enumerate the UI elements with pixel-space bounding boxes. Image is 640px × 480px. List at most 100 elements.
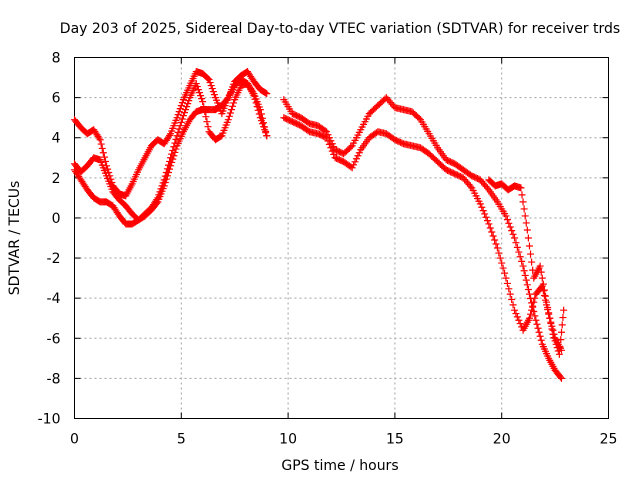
data-point <box>354 152 362 160</box>
data-point <box>556 373 564 381</box>
data-point <box>476 200 484 208</box>
data-point <box>201 108 209 116</box>
x-tick-label: 15 <box>386 432 404 448</box>
series-track-a <box>71 68 271 200</box>
x-tick-label: 10 <box>279 432 297 448</box>
data-point <box>227 106 235 114</box>
x-tick-labels: 0 5 10 15 20 25 <box>70 432 617 448</box>
data-point <box>250 92 258 100</box>
data-point <box>537 336 545 344</box>
data-point <box>159 179 167 187</box>
data-point <box>208 85 216 93</box>
data-point <box>551 337 559 345</box>
data-point <box>321 127 329 135</box>
data-point <box>558 328 566 336</box>
data-point <box>160 176 168 184</box>
data-point <box>509 230 517 238</box>
data-point <box>528 258 536 266</box>
data-point <box>478 203 486 211</box>
data-point <box>170 143 178 151</box>
data-point <box>415 114 423 122</box>
data-point <box>177 118 185 126</box>
data-point <box>100 153 108 161</box>
data-point <box>330 150 338 158</box>
data-point <box>539 280 547 288</box>
data-point <box>99 149 107 157</box>
grid <box>74 57 609 419</box>
data-point <box>512 239 520 247</box>
data-point <box>263 132 271 140</box>
data-points <box>71 68 568 382</box>
data-point <box>466 182 474 190</box>
data-point <box>230 99 238 107</box>
data-point <box>545 309 553 317</box>
data-point <box>499 264 507 272</box>
data-point <box>348 164 356 172</box>
data-point <box>502 274 510 282</box>
data-point <box>163 165 171 173</box>
data-point <box>176 105 184 113</box>
data-point <box>558 374 566 382</box>
data-point <box>166 157 174 165</box>
data-point <box>535 328 543 336</box>
data-point <box>172 135 180 143</box>
x-tick-label: 25 <box>600 432 618 448</box>
data-point <box>511 306 519 314</box>
data-point <box>544 304 552 312</box>
data-point <box>520 267 528 275</box>
x-axis-label: GPS time / hours <box>281 458 398 474</box>
data-point <box>184 100 192 108</box>
data-point <box>258 120 266 128</box>
data-point <box>204 123 212 131</box>
y-tick-label: 8 <box>52 51 61 67</box>
data-point <box>506 223 514 231</box>
data-point <box>516 320 524 328</box>
data-point <box>546 314 554 322</box>
data-point <box>253 103 261 111</box>
data-point <box>166 131 174 139</box>
data-point <box>508 227 516 235</box>
data-point <box>518 191 526 199</box>
data-point <box>175 125 183 133</box>
data-point <box>173 114 181 122</box>
y-tick-label: -8 <box>47 371 61 387</box>
data-point <box>164 161 172 169</box>
data-point <box>511 234 519 242</box>
data-point <box>547 320 555 328</box>
data-point <box>162 168 170 176</box>
y-axis-label: SDTVAR / TECUs <box>7 181 23 296</box>
data-point <box>550 334 558 342</box>
data-point <box>205 76 213 84</box>
data-point <box>489 232 497 240</box>
data-point <box>178 99 186 107</box>
data-point <box>255 110 263 118</box>
data-point <box>173 132 181 140</box>
data-point <box>260 123 268 131</box>
data-point <box>257 117 265 125</box>
data-point <box>552 340 560 348</box>
data-point <box>549 330 557 338</box>
data-point <box>154 194 162 202</box>
data-point <box>168 150 176 158</box>
data-point <box>261 126 269 134</box>
data-point <box>522 276 530 284</box>
data-point <box>505 219 513 227</box>
data-point <box>515 316 523 324</box>
data-point <box>524 234 532 242</box>
data-point <box>252 99 260 107</box>
data-point <box>525 242 533 250</box>
data-point <box>536 332 544 340</box>
data-point <box>558 321 566 329</box>
data-point <box>209 88 217 96</box>
y-tick-label: 2 <box>52 171 61 187</box>
y-tick-label: 0 <box>52 211 61 227</box>
data-point <box>523 226 531 234</box>
data-point <box>557 336 565 344</box>
data-point <box>481 210 489 218</box>
data-point <box>262 89 270 97</box>
data-point <box>155 191 163 199</box>
data-point <box>548 325 556 333</box>
y-tick-label: -2 <box>47 251 61 267</box>
data-point <box>101 157 109 165</box>
data-point <box>516 253 524 261</box>
